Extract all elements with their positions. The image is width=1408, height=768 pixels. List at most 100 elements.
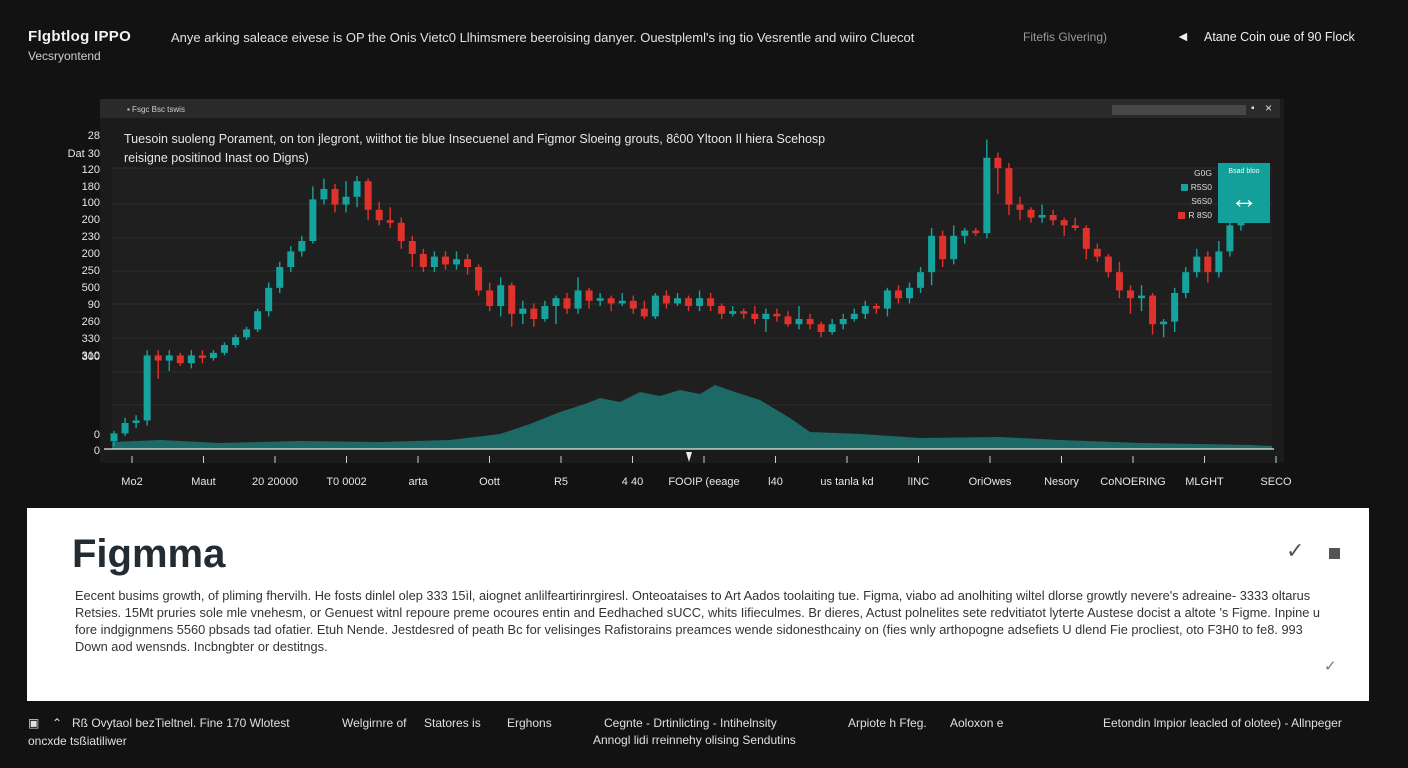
x-tick-label: Mo2 [121, 476, 143, 488]
x-tick-label: Nesory [1044, 476, 1079, 488]
footer-link[interactable]: Aoloxon e [950, 716, 1004, 730]
candle-body [541, 306, 549, 319]
candle-body [563, 298, 571, 309]
x-tick-label: Oott [479, 476, 500, 488]
footer-link[interactable]: Erghons [507, 716, 552, 730]
candle-body [1060, 220, 1068, 226]
x-tick-label: 4 40 [621, 476, 644, 488]
legend-item: G0G [1194, 168, 1212, 178]
candle-body [894, 290, 902, 299]
candle-body [121, 423, 129, 434]
candle-body [861, 306, 869, 314]
minimize-icon[interactable]: ▪ [1251, 103, 1255, 114]
candle-body [950, 235, 958, 260]
candle-body [806, 319, 814, 325]
legend-label: R5S0 [1190, 182, 1212, 192]
candle-body [1115, 272, 1123, 291]
legend-label: S6S0 [1191, 196, 1212, 206]
stop-icon[interactable] [1329, 548, 1340, 559]
candle-body [795, 319, 803, 325]
candle-body [729, 311, 737, 314]
legend-swatch [1180, 184, 1188, 192]
chart-legend: G0G R5S0 S6S0 R 8S0 [1162, 166, 1216, 224]
candle-body [1149, 295, 1157, 325]
footer-link[interactable]: Cegnte - Drtinlicting - Intihelnsity [604, 716, 777, 730]
y-tick-label: 200 [81, 214, 100, 226]
candle-body [187, 355, 195, 364]
square-icon[interactable]: ▣ [28, 716, 40, 730]
y-tick-label: 300 [81, 351, 100, 363]
candle-body [143, 355, 151, 421]
candle-body [1071, 225, 1079, 228]
candle-body [342, 196, 350, 205]
filters-link[interactable]: Fitefis Glvering) [1023, 30, 1108, 44]
x-tick-label: Maut [191, 476, 216, 488]
candle-body [397, 222, 405, 241]
candle-body [839, 319, 847, 325]
check-icon[interactable]: ✓ [1286, 538, 1305, 563]
x-tick-label: R5 [553, 476, 569, 488]
candle-body [585, 290, 593, 301]
info-card: Figmma ✓ Eecent busims growth, of plimin… [27, 508, 1369, 701]
candle-body [254, 311, 262, 330]
x-tick-label: arta [408, 476, 428, 488]
candle-body [386, 220, 394, 223]
candle-body [419, 254, 427, 267]
close-icon[interactable]: × [1265, 101, 1273, 115]
candle-body [364, 181, 372, 210]
candle-body [497, 285, 505, 306]
x-tick-label: FOOIP (eeage [668, 476, 740, 488]
candle-body [453, 259, 461, 265]
footer-link[interactable]: Statores is [424, 716, 481, 730]
chart-tab-label[interactable]: ▪ Fsgc Bsc tswis [127, 105, 185, 114]
footer-link[interactable]: Eetondin lmpior leacled of olotee) - All… [1103, 716, 1342, 730]
candle-body [1093, 248, 1101, 257]
y-tick-label: 230 [81, 231, 100, 243]
footer-link[interactable]: Arpiote h Ffeg. [848, 716, 927, 730]
candle-body [1215, 251, 1223, 273]
x-tick-label: us tanla kd [820, 476, 874, 488]
candle-body [309, 199, 317, 241]
candle-body [1104, 256, 1112, 273]
candle-body [1193, 256, 1201, 273]
candle-body [1204, 256, 1212, 273]
expand-chart-button[interactable]: Bsad bloo ↔ [1218, 163, 1270, 223]
footer-link[interactable]: Annogl lidi rreinnehy olising Sendutins [593, 733, 796, 747]
candle-body [817, 324, 825, 332]
y-tick-label: 250 [81, 265, 100, 277]
caret-up-icon[interactable]: ⌃ [52, 716, 63, 730]
cursor-marker-icon [686, 452, 692, 462]
legend-label: G0G [1194, 168, 1212, 178]
legend-item: S6S0 [1191, 196, 1212, 206]
candle-body [1038, 215, 1046, 218]
check-icon[interactable]: ✓ [1324, 658, 1337, 675]
candle-body [574, 290, 582, 309]
candle-body [508, 285, 516, 314]
candle-body [353, 181, 361, 197]
candle-body [850, 313, 858, 319]
y-tick-label: 260 [81, 316, 100, 328]
y-tick-label: 200 [81, 248, 100, 260]
candle-body [872, 306, 880, 309]
footer-link[interactable]: Welgirnre of [342, 716, 407, 730]
footer-status-text: Rß Ovytaol bezTieltnel. Fine 170 Wlotest [72, 716, 290, 730]
candle-body [673, 298, 681, 304]
candle-body [740, 311, 748, 314]
header-action-label[interactable]: Atane Coin oue of 90 Flock [1204, 30, 1355, 44]
chart-scrollbar[interactable] [1112, 105, 1246, 115]
candle-body [773, 313, 781, 317]
candle-body [198, 355, 206, 358]
candle-body [176, 355, 184, 364]
chart-annotation: Tuesoin suoleng Porament, on ton jlegron… [124, 130, 884, 168]
candle-body [1138, 295, 1146, 299]
candlestick-chart [104, 139, 1277, 463]
candle-body [165, 355, 173, 361]
x-tick-label: MLGHT [1185, 476, 1224, 488]
candle-body [1005, 168, 1013, 205]
candle-body [1126, 290, 1134, 299]
back-arrow-icon[interactable]: ◄ [1176, 28, 1190, 44]
x-tick-label: l40 [768, 476, 783, 488]
footer-status-subtext: oncxde tsßiatiliwer [28, 734, 127, 748]
candle-body [265, 287, 273, 312]
y-tick-label: 100 [81, 197, 100, 209]
